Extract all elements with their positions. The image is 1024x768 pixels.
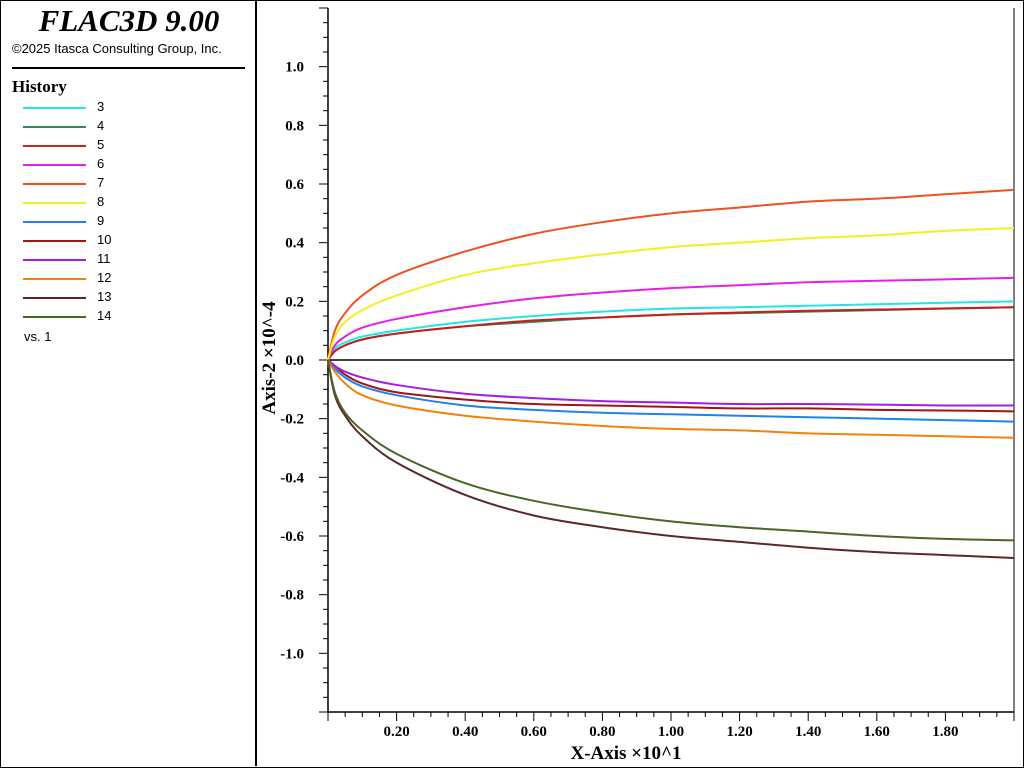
- series-line-9: [327, 359, 1015, 423]
- x-tick-label: 0.60: [521, 724, 547, 740]
- legend-item-8: 8: [23, 193, 223, 212]
- series-line-8: [327, 227, 1015, 361]
- legend-swatch: [23, 297, 86, 299]
- legend-swatch: [23, 107, 86, 109]
- plot-area: [319, 7, 1015, 721]
- y-tick-label: -0.4: [280, 470, 304, 486]
- legend-label: 11: [97, 251, 111, 266]
- legend-swatch: [23, 259, 86, 261]
- y-tick-label: 0.2: [285, 294, 304, 310]
- x-tick-label: 1.80: [932, 724, 958, 740]
- legend-swatch: [23, 278, 86, 280]
- x-tick-label: 0.20: [383, 724, 409, 740]
- y-tick-label: -0.2: [280, 412, 304, 428]
- x-tick-label: 0.80: [589, 724, 615, 740]
- y-tick-label: 0.4: [285, 236, 304, 252]
- x-tick-label: 1.00: [658, 724, 684, 740]
- versus-label: vs. 1: [24, 329, 52, 344]
- legend-item-10: 10: [23, 231, 223, 250]
- legend-label: 8: [97, 194, 105, 209]
- y-tick-label: -0.6: [280, 529, 304, 545]
- x-tick-label: 1.40: [795, 724, 821, 740]
- legend-swatch: [23, 145, 86, 147]
- app-title: FLAC3D 9.00: [38, 3, 220, 38]
- series-line-3: [327, 300, 1015, 361]
- legend-swatch: [23, 221, 86, 223]
- series-line-13: [327, 359, 1015, 559]
- legend-label: 4: [97, 118, 105, 133]
- y-tick-label: 0.6: [285, 177, 304, 193]
- x-tick-label: 1.20: [726, 724, 752, 740]
- legend-label: 7: [97, 175, 105, 190]
- series-line-6: [327, 276, 1015, 361]
- legend-panel: FLAC3D 9.00 ©2025 Itasca Consulting Grou…: [1, 1, 257, 766]
- legend-label: 13: [97, 289, 112, 304]
- y-tick-label: 1.0: [285, 60, 304, 76]
- legend-item-3: 3: [23, 98, 223, 117]
- title-divider: [12, 67, 245, 69]
- copyright-notice: ©2025 Itasca Consulting Group, Inc.: [12, 41, 222, 56]
- legend-label: 6: [97, 156, 105, 171]
- legend-swatch: [23, 240, 86, 242]
- line-chart: 1.0 0.8 0.6 0.4 0.2 0.0 -0.2 -0.4 -0.6 -0.8 -1.0 0…: [259, 7, 1015, 764]
- x-tick-label: 0.40: [452, 724, 478, 740]
- series-line-12: [327, 359, 1015, 439]
- series-line-14: [327, 359, 1015, 542]
- legend-item-14: 14: [23, 307, 223, 326]
- y-tick-label: 0.0: [285, 353, 304, 369]
- legend-swatch: [23, 183, 86, 185]
- legend-label: 12: [97, 270, 112, 285]
- legend-item-5: 5: [23, 136, 223, 155]
- series-line-11: [327, 359, 1015, 407]
- y-tick-label: -1.0: [280, 646, 304, 662]
- tick-marks: [319, 7, 1015, 721]
- x-axis-title: X-Axis ×10^1: [570, 743, 681, 764]
- y-tick-label: -0.8: [280, 588, 304, 604]
- y-tick-label: 0.8: [285, 118, 304, 134]
- series-line-10: [327, 359, 1015, 413]
- legend-item-9: 9: [23, 212, 223, 231]
- legend-swatch: [23, 202, 86, 204]
- y-axis-title: Axis-2 ×10^-4: [259, 301, 280, 415]
- legend-label: 10: [97, 232, 112, 247]
- legend-item-12: 12: [23, 269, 223, 288]
- legend-swatch: [23, 164, 86, 166]
- legend-swatch: [23, 126, 86, 128]
- series-layer: [327, 188, 1015, 559]
- x-tick-labels: 0.20 0.40 0.60 0.80 1.00 1.20 1.40 1.60 1.80: [383, 724, 958, 740]
- y-tick-labels: 1.0 0.8 0.6 0.4 0.2 0.0 -0.2 -0.4 -0.6 -0.8 -1.0: [280, 60, 304, 663]
- legend-item-4: 4: [23, 117, 223, 136]
- x-tick-label: 1.60: [864, 724, 890, 740]
- legend-item-13: 13: [23, 288, 223, 307]
- legend-item-6: 6: [23, 155, 223, 174]
- legend-label: 14: [97, 308, 112, 323]
- series-line-7: [327, 188, 1015, 361]
- legend-heading: History: [12, 77, 67, 96]
- series-line-5: [327, 306, 1015, 361]
- legend-item-11: 11: [23, 250, 223, 269]
- legend-label: 5: [97, 137, 105, 152]
- legend-item-7: 7: [23, 174, 223, 193]
- legend-label: 9: [97, 213, 105, 228]
- legend-swatch: [23, 316, 86, 318]
- legend-label: 3: [97, 99, 105, 114]
